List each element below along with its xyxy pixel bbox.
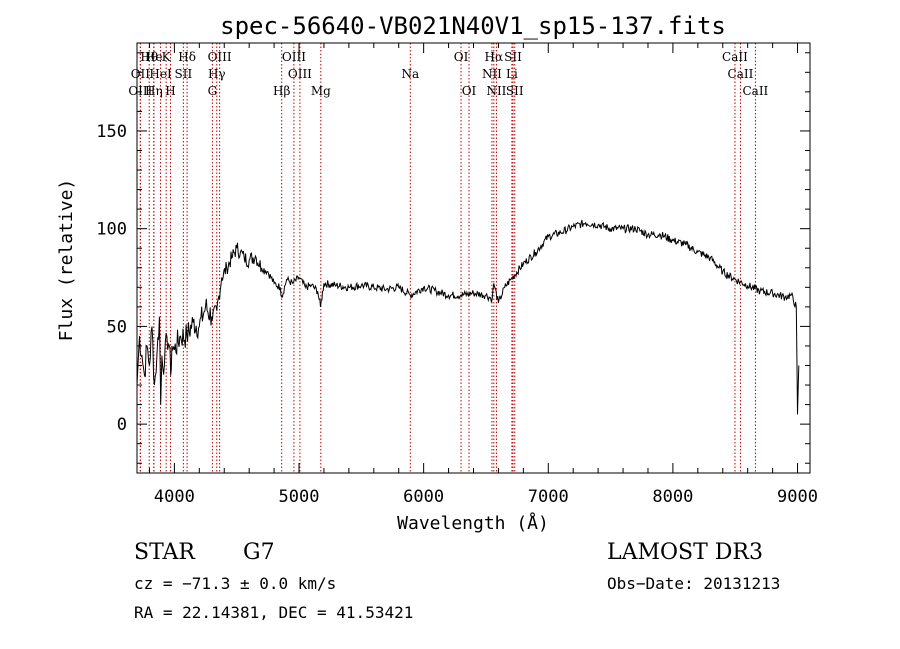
spectral-line-label: Mg [311, 84, 331, 98]
y-tick-label: 100 [96, 220, 127, 240]
survey-name: LAMOST DR3 [607, 540, 763, 565]
spectral-line-label: HeI [149, 67, 172, 81]
x-tick-label: 5000 [279, 487, 320, 507]
spectral-line-label: Hα [485, 50, 504, 64]
spectral-line-label: OIII [282, 50, 306, 64]
spectral-line-label: Hδ [178, 50, 196, 64]
spectral-line-label: OII [131, 67, 151, 81]
spectral-line-label: SII [175, 67, 193, 81]
spectrum-line [136, 219, 800, 415]
spectral-line-label: SII [506, 84, 524, 98]
spectral-line-label: Li [506, 67, 518, 81]
coordinates-text: RA = 22.14381, DEC = 41.53421 [134, 603, 414, 622]
x-axis-label: Wavelength (Å) [397, 512, 549, 534]
spectral-line-label: G [208, 84, 218, 98]
object-class: STAR [134, 540, 195, 565]
spectral-line-label: OIII [288, 67, 312, 81]
spectral-line-label: Na [401, 67, 419, 81]
spectral-line-label: Hβ [273, 84, 290, 98]
x-tick-label: 8000 [652, 487, 693, 507]
spectral-line-label: OIII [208, 50, 232, 64]
spectral-line-label: OI [462, 84, 477, 98]
x-tick-label: 4000 [154, 487, 195, 507]
y-tick-label: 50 [107, 317, 127, 337]
spectral-line-label: H [165, 84, 175, 98]
chart-title: spec-56640-VB021N40V1_sp15-137.fits [220, 12, 726, 40]
spectral-line-label: K [162, 50, 172, 64]
redshift-text: cz = −71.3 ± 0.0 km/s [134, 574, 337, 593]
x-tick-label: 9000 [777, 487, 818, 507]
y-tick-label: 150 [96, 122, 127, 142]
spectral-line-label: NII [486, 84, 506, 98]
spectral-line-label: NII [482, 67, 502, 81]
spectral-line-label: He [145, 50, 163, 64]
spectral-line-label: Hη [145, 84, 163, 98]
spectral-line-label: OIII [128, 84, 152, 98]
y-axis-ticks [137, 52, 810, 464]
spectral-line-label: CaII [742, 84, 768, 98]
y-axis-label: Flux (relative) [56, 179, 77, 342]
obs-date-text: Obs−Date: 20131213 [607, 574, 781, 593]
y-axis-tick-labels: 0 50 100 150 [96, 122, 127, 435]
spectral-line-label: Hθ [140, 50, 158, 64]
y-tick-label: 0 [117, 415, 127, 435]
spectral-line-label: CaII [728, 67, 754, 81]
spectral-line-label: OI [454, 50, 469, 64]
x-axis-tick-labels: 4000 5000 6000 7000 8000 9000 [154, 487, 818, 507]
x-axis-ticks [148, 43, 799, 473]
spectral-line-label: SII [504, 50, 522, 64]
x-tick-label: 6000 [403, 487, 444, 507]
spectral-line-label: CaII [722, 50, 748, 64]
spectral-line-label: Hγ [208, 67, 226, 81]
x-tick-label: 7000 [528, 487, 569, 507]
spectral-line-markers [139, 43, 756, 473]
spectral-subclass: G7 [243, 540, 275, 565]
